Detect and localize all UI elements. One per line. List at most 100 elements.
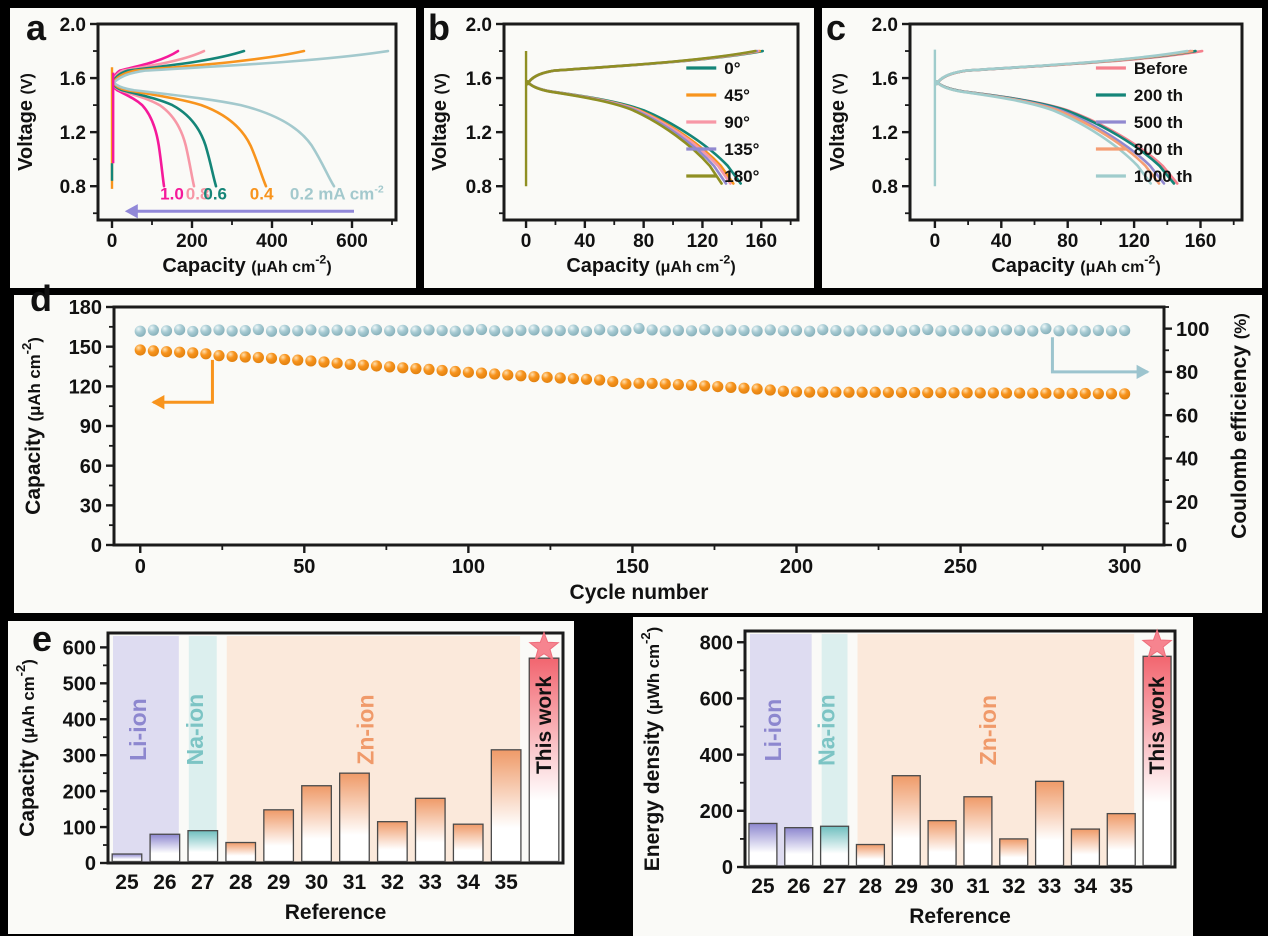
bar-30 <box>301 785 332 863</box>
panel-label-b: b <box>428 7 450 48</box>
legend-label: 135° <box>724 140 759 159</box>
svg-text:100: 100 <box>1176 319 1209 341</box>
svg-text:0.8: 0.8 <box>872 177 898 198</box>
svg-text:80: 80 <box>633 231 654 252</box>
svg-text:200: 200 <box>63 781 96 803</box>
y-axis-right: 0 20 40 60 80 100 <box>1164 306 1209 557</box>
discharge-curve-0.6 <box>111 80 218 188</box>
svg-text:0: 0 <box>521 231 532 252</box>
band-Na-ion <box>188 636 217 862</box>
band-label-Zn-ion: Zn-ion <box>975 695 1001 765</box>
bar-34 <box>452 823 484 863</box>
charge-curve-180° <box>526 49 757 86</box>
y-axis-left: 0 100 200 300 400 500 600 <box>63 638 108 875</box>
legend-label: 90° <box>724 113 750 132</box>
efficiency-series <box>134 322 1131 338</box>
x-axis-title: Cycle number <box>570 581 709 604</box>
svg-text:1.6: 1.6 <box>60 69 86 90</box>
rate-label-0.4: 0.4 <box>250 185 274 204</box>
svg-text:600: 600 <box>336 231 368 252</box>
series-curves <box>933 49 1204 187</box>
panel-c: c 0 40 80 120 160 0.8 1.2 1.6 2.0 Capacity (μAh c… <box>822 8 1262 288</box>
discharge-curve-1000 th <box>935 80 1152 185</box>
legend-label: 800 th <box>1134 140 1183 159</box>
discharge-curve-0° <box>526 80 742 185</box>
y-axis-left: 0 30 60 90 120 150 180 <box>69 297 114 557</box>
plot-frame <box>743 629 1177 869</box>
svg-text:100: 100 <box>452 556 485 578</box>
svg-text:0: 0 <box>85 853 96 875</box>
rate-label-1.0: 1.0 <box>160 185 184 204</box>
bar-tick-label: 32 <box>1002 875 1025 898</box>
bar-tick-label: 33 <box>1038 875 1061 898</box>
discharge-curve-0.2 <box>111 80 336 188</box>
legend-label: 180° <box>724 167 759 186</box>
y-axis-title: Voltage (V) <box>827 73 849 171</box>
legend: Before 200 th 500 th 800 th 1000 th <box>1095 59 1193 186</box>
bar-tick-label: 26 <box>787 875 810 898</box>
axis-pointer-arrow <box>1050 337 1150 380</box>
svg-text:160: 160 <box>745 231 777 252</box>
panel-a: a 0 200 400 600 0.8 1.2 1.6 2.0 Capacity (μAh cm… <box>10 8 416 288</box>
svg-text:300: 300 <box>1108 556 1141 578</box>
bar-tick-label: 27 <box>191 871 214 894</box>
bar-27 <box>187 830 219 863</box>
bars <box>111 657 560 863</box>
y-axis-title-right: Coulomb efficiency (%) <box>1228 313 1251 539</box>
svg-text:0: 0 <box>1176 535 1187 557</box>
bar-32 <box>999 838 1029 867</box>
svg-text:1.6: 1.6 <box>466 69 492 90</box>
x-axis: 0 200 400 600 <box>107 220 393 252</box>
bar-This work <box>1142 655 1172 867</box>
y-axis-left: 0.8 1.2 1.6 2.0 <box>466 15 504 215</box>
panel-a-chart: 0 200 400 600 0.8 1.2 1.6 2.0 Capacity (μAh cm-2… <box>15 15 398 277</box>
legend-label: 1000 th <box>1134 167 1193 186</box>
legend-label: 0° <box>724 59 740 78</box>
bar-31 <box>339 772 370 863</box>
plot-frame <box>502 22 800 222</box>
charge-curve-0.2 <box>111 49 390 86</box>
svg-text:500: 500 <box>63 674 96 696</box>
panel-e-energy-chart: Li-ion Na-ion Zn-ion 0 200 400 600 800 Reference… <box>638 627 1177 928</box>
discharge-curve-45° <box>526 80 735 185</box>
svg-text:60: 60 <box>1176 405 1198 427</box>
bar-tick-label: 27 <box>823 875 846 898</box>
y-axis-title: Capacity (μAh cm-2) <box>13 659 39 837</box>
this-work-label: This work <box>1146 676 1169 774</box>
svg-text:180: 180 <box>69 297 102 319</box>
legend-label: 500 th <box>1134 113 1183 132</box>
band-label-Na-ion: Na-ion <box>182 694 208 766</box>
bar-tick-label: 25 <box>115 871 139 894</box>
rate-label-0.8: 0.8 <box>186 185 210 204</box>
svg-text:40: 40 <box>574 231 595 252</box>
this-work-label: This work <box>533 676 556 774</box>
legend-label: 45° <box>724 86 750 105</box>
bar-28 <box>225 841 257 863</box>
svg-text:50: 50 <box>293 556 315 578</box>
x-axis-title: Capacity (μAh cm-2) <box>566 253 735 277</box>
bar-tick-label: 30 <box>305 871 328 894</box>
svg-text:400: 400 <box>63 709 96 731</box>
bar-tick-label: 25 <box>751 875 775 898</box>
band-Li-ion <box>113 636 179 862</box>
star-icon <box>528 630 560 661</box>
bar-33 <box>414 797 446 863</box>
band-label-Li-ion: Li-ion <box>125 698 151 761</box>
bar-tick-label: 31 <box>966 875 990 898</box>
x-axis: 0 40 80 120 160 <box>521 220 792 252</box>
svg-text:250: 250 <box>944 556 977 578</box>
band-label-Li-ion: Li-ion <box>760 699 786 762</box>
rate-annotation: 1.0 0.80.6 0.4 0.2 mA cm-2 <box>124 184 384 219</box>
bar-tick-label: 30 <box>930 875 953 898</box>
svg-text:600: 600 <box>63 638 96 660</box>
panel-e-capacity-chart: Li-ion Na-ion Zn-ion 0 100 200 300 400 500 600 Ref… <box>13 630 565 924</box>
panel-b: b 0 40 80 120 160 0.8 1.2 1.6 2.0 Capacity (μAh c… <box>424 8 814 288</box>
bar-tick-label: 29 <box>895 875 918 898</box>
svg-text:80: 80 <box>1057 231 1078 252</box>
panel-label-a: a <box>26 7 47 48</box>
plot-frame <box>96 22 398 222</box>
y-axis-left: 0.8 1.2 1.6 2.0 <box>872 15 910 215</box>
rate-label-0.6: 0.6 <box>203 185 227 204</box>
arrowhead <box>124 204 138 219</box>
svg-text:400: 400 <box>700 745 733 767</box>
